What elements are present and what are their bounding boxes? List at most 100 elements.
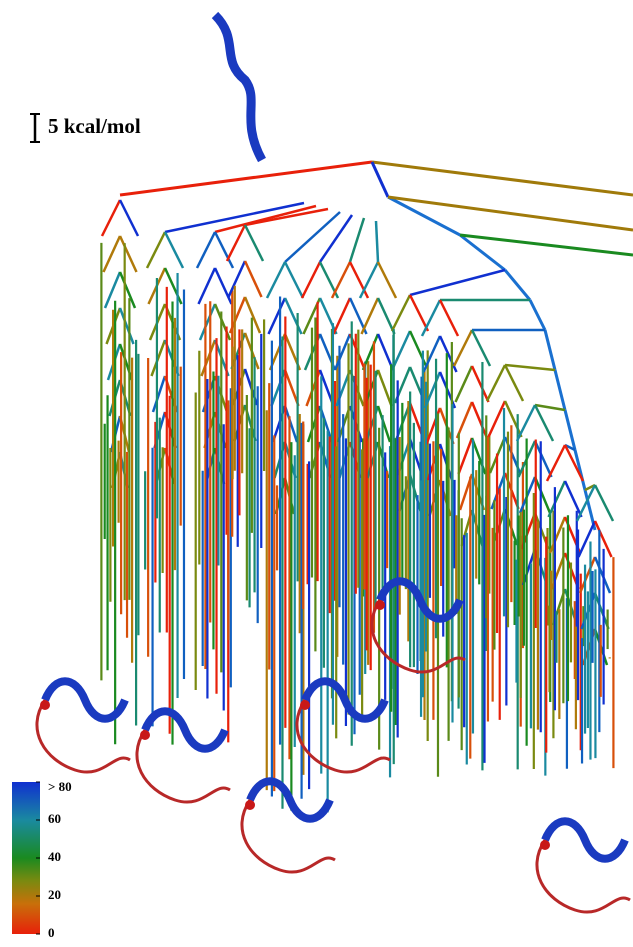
branch [408,474,422,512]
branch [376,333,395,371]
branch [533,440,553,478]
branch [503,400,523,438]
branch [200,339,217,377]
branch [515,404,537,442]
branch [243,260,263,298]
branch [504,363,556,372]
branch [348,261,370,299]
branch [374,220,380,263]
branch [358,261,380,299]
branch [376,369,393,407]
loop [295,699,391,774]
branch [387,195,461,237]
branch [213,231,235,269]
branch [533,476,552,514]
branch [265,261,287,299]
branch [348,217,366,263]
branch [452,329,474,367]
branch [333,333,352,371]
branch [145,231,167,269]
branch [577,520,597,558]
helix [211,11,267,163]
branch [214,204,317,234]
branch [470,329,492,367]
branch [454,365,474,403]
branch [163,231,185,269]
branch [164,201,305,234]
branch [228,296,247,334]
branch [503,364,525,402]
branch [575,484,597,522]
branch [422,335,442,373]
branch [163,267,183,305]
branch [387,195,633,232]
branch [103,271,122,309]
branch [332,297,352,335]
helix [41,677,129,723]
branch [370,161,390,198]
terminus [245,800,255,810]
helix [141,707,229,753]
branch [283,261,305,299]
branch [283,405,299,443]
terminus [540,840,550,850]
branch [227,260,247,298]
branch [213,267,233,305]
branch [119,160,373,197]
branch [371,160,633,197]
branch [470,365,490,403]
branch [213,303,232,341]
branch [225,224,247,262]
branch [283,369,300,407]
branch [376,297,396,335]
branch [593,556,612,594]
branch [118,307,135,345]
branch [360,297,380,335]
branch [330,261,352,299]
helix [246,777,334,823]
branch [455,401,474,439]
terminus [375,600,385,610]
branch [487,400,507,438]
branch [545,444,567,482]
branch [102,235,122,273]
scale-bar-label: 5 kcal/mol [48,114,141,138]
branch [408,330,428,368]
terminus [300,700,310,710]
branch [118,235,138,273]
helix [376,577,464,623]
terminus [140,730,150,740]
branch [409,268,506,297]
branch [593,520,613,558]
branch [459,233,506,272]
colorbar [12,782,40,934]
branch [376,261,398,299]
loop [135,729,231,804]
branch [392,330,412,368]
branch [267,297,287,335]
branch [150,339,167,377]
branch [470,401,489,439]
branch [243,296,262,334]
branch [438,299,460,337]
branch [547,480,567,518]
colorbar-ticks: 0 20 40 60 > 80 [36,779,72,940]
branch [118,199,140,237]
loop [240,799,336,874]
branch [593,592,610,630]
branch [457,437,474,475]
branch [318,297,338,335]
colorbar-tick-label: > 80 [48,779,72,794]
loop [35,699,131,774]
branch [318,214,354,263]
branch [485,364,507,402]
branch [553,369,567,411]
protein-structures [35,11,631,914]
branch [284,211,341,263]
branch [534,403,566,412]
branch [573,449,587,491]
branch [390,294,412,332]
branch [195,231,217,269]
colorbar-tick-label: 40 [48,849,61,864]
branch [503,269,532,301]
